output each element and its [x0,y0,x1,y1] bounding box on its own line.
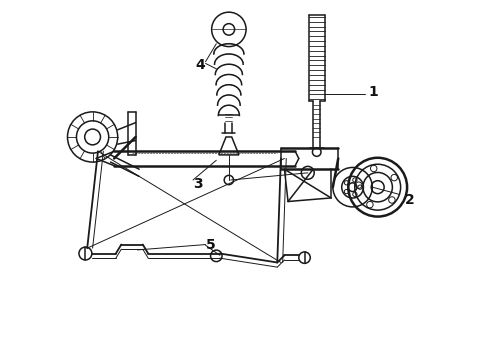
Text: 5: 5 [205,238,215,252]
Text: 1: 1 [368,85,378,99]
Text: 4: 4 [196,58,205,72]
Text: 2: 2 [405,193,415,207]
Text: 3: 3 [193,177,203,190]
